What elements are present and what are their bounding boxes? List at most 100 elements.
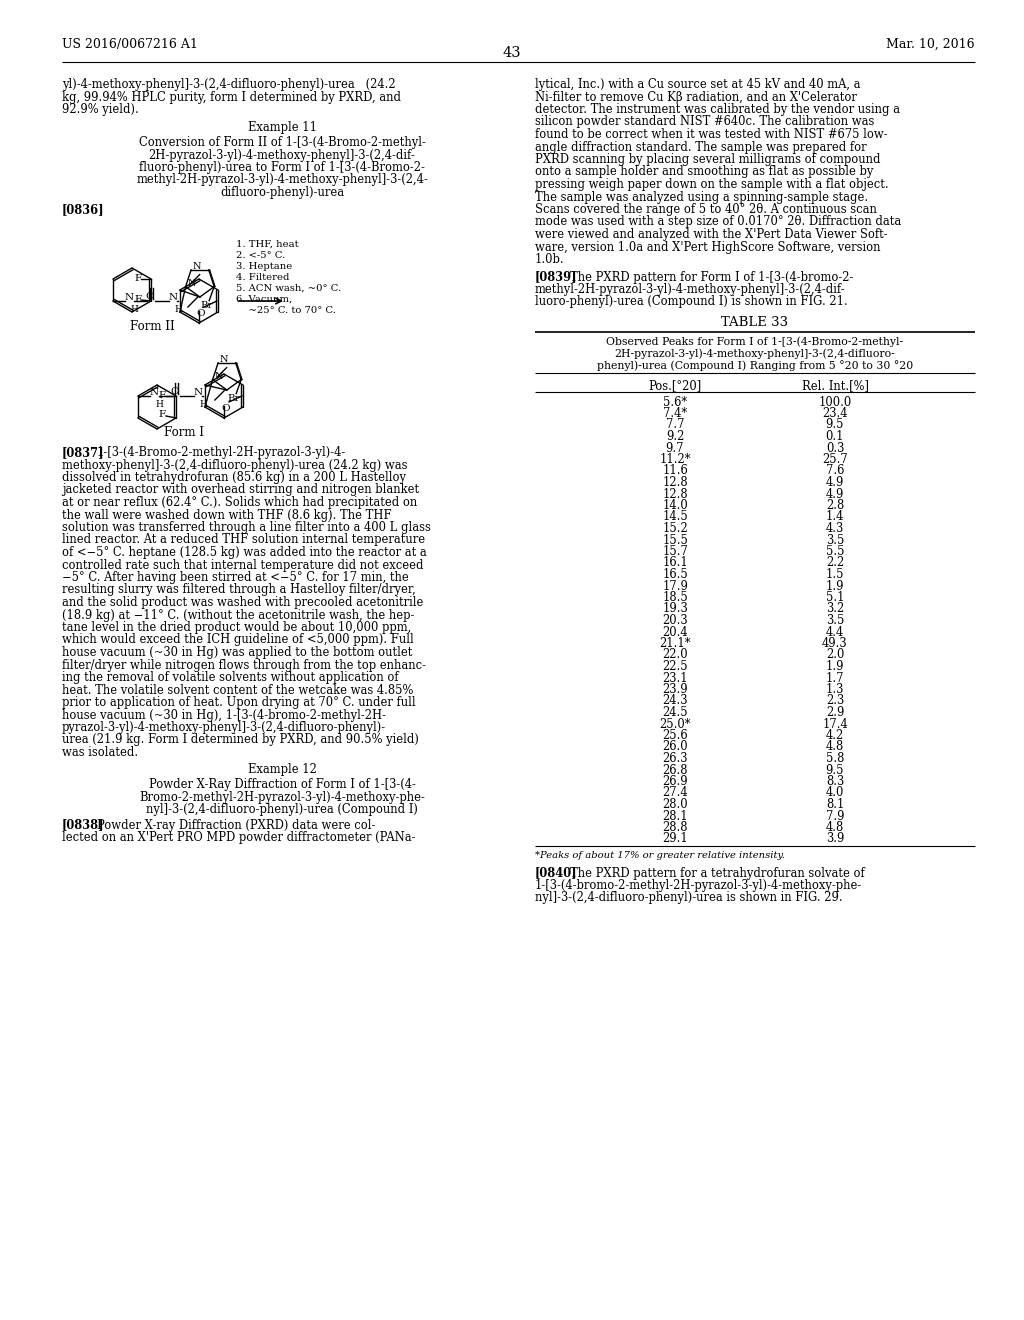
Text: 2.0: 2.0 bbox=[825, 648, 844, 661]
Text: at or near reflux (62.4° C.). Solids which had precipitated on: at or near reflux (62.4° C.). Solids whi… bbox=[62, 496, 417, 510]
Text: Example 12: Example 12 bbox=[248, 763, 316, 776]
Text: N: N bbox=[169, 293, 178, 302]
Text: 6. Vacuum,: 6. Vacuum, bbox=[236, 294, 292, 304]
Text: 5.1: 5.1 bbox=[825, 591, 844, 605]
Text: H: H bbox=[156, 400, 164, 409]
Text: The PXRD pattern for a tetrahydrofuran solvate of: The PXRD pattern for a tetrahydrofuran s… bbox=[570, 866, 864, 879]
Text: [0840]: [0840] bbox=[535, 866, 578, 879]
Text: 3. Heptane: 3. Heptane bbox=[236, 261, 292, 271]
Text: 43: 43 bbox=[503, 46, 521, 59]
Text: 4. Filtered: 4. Filtered bbox=[236, 273, 290, 282]
Text: 23.1: 23.1 bbox=[663, 672, 688, 685]
Text: 15.7: 15.7 bbox=[663, 545, 688, 558]
Text: luoro-phenyl)-urea (Compound I) is shown in FIG. 21.: luoro-phenyl)-urea (Compound I) is shown… bbox=[535, 296, 848, 309]
Text: 8.1: 8.1 bbox=[825, 799, 844, 810]
Text: Example 11: Example 11 bbox=[248, 121, 316, 135]
Text: 4.8: 4.8 bbox=[826, 741, 844, 754]
Text: Observed Peaks for Form I of 1-[3-(4-Bromo-2-methyl-: Observed Peaks for Form I of 1-[3-(4-Bro… bbox=[606, 337, 903, 347]
Text: 7.6: 7.6 bbox=[825, 465, 844, 478]
Text: 28.0: 28.0 bbox=[663, 799, 688, 810]
Text: 2. <-5° C.: 2. <-5° C. bbox=[236, 251, 286, 260]
Text: 17.9: 17.9 bbox=[663, 579, 688, 593]
Text: solution was transferred through a line filter into a 400 L glass: solution was transferred through a line … bbox=[62, 521, 431, 535]
Text: Form II: Form II bbox=[130, 319, 174, 333]
Text: which would exceed the ICH guideline of <5,000 ppm). Full: which would exceed the ICH guideline of … bbox=[62, 634, 414, 647]
Text: PXRD scanning by placing several milligrams of compound: PXRD scanning by placing several milligr… bbox=[535, 153, 881, 166]
Text: 4.0: 4.0 bbox=[825, 787, 844, 800]
Text: The PXRD pattern for Form I of 1-[3-(4-bromo-2-: The PXRD pattern for Form I of 1-[3-(4-b… bbox=[570, 271, 853, 284]
Text: house vacuum (~30 in Hg), 1-[3-(4-bromo-2-methyl-2H-: house vacuum (~30 in Hg), 1-[3-(4-bromo-… bbox=[62, 709, 386, 722]
Text: 7.7: 7.7 bbox=[666, 418, 684, 432]
Text: of <−5° C. heptane (128.5 kg) was added into the reactor at a: of <−5° C. heptane (128.5 kg) was added … bbox=[62, 546, 427, 558]
Text: Scans covered the range of 5 to 40° 2θ. A continuous scan: Scans covered the range of 5 to 40° 2θ. … bbox=[535, 203, 877, 216]
Text: Br: Br bbox=[200, 301, 213, 310]
Text: mode was used with a step size of 0.0170° 2θ. Diffraction data: mode was used with a step size of 0.0170… bbox=[535, 215, 901, 228]
Text: 4.9: 4.9 bbox=[825, 477, 844, 488]
Text: *Peaks of about 17% or greater relative intensity.: *Peaks of about 17% or greater relative … bbox=[535, 851, 784, 861]
Text: TABLE 33: TABLE 33 bbox=[722, 315, 788, 329]
Text: 5.6*: 5.6* bbox=[663, 396, 687, 408]
Text: 2H-pyrazol-3-yl)-4-methoxy-phenyl]-3-(2,4-difluoro-: 2H-pyrazol-3-yl)-4-methoxy-phenyl]-3-(2,… bbox=[614, 348, 895, 359]
Text: 24.3: 24.3 bbox=[663, 694, 688, 708]
Text: 12.8: 12.8 bbox=[663, 477, 688, 488]
Text: Br: Br bbox=[227, 393, 240, 403]
Text: 1.0b.: 1.0b. bbox=[535, 253, 564, 267]
Text: 2.3: 2.3 bbox=[826, 694, 844, 708]
Text: 17.4: 17.4 bbox=[822, 718, 848, 730]
Text: 1.5: 1.5 bbox=[825, 568, 844, 581]
Text: 4.4: 4.4 bbox=[826, 626, 844, 639]
Text: filter/dryer while nitrogen flows through from the top enhanc-: filter/dryer while nitrogen flows throug… bbox=[62, 659, 426, 672]
Text: Powder X-ray Diffraction (PXRD) data were col-: Powder X-ray Diffraction (PXRD) data wer… bbox=[97, 818, 376, 832]
Text: F: F bbox=[134, 275, 141, 282]
Text: ing the removal of volatile solvents without application of: ing the removal of volatile solvents wit… bbox=[62, 671, 398, 684]
Text: 0.1: 0.1 bbox=[825, 430, 844, 444]
Text: 1.9: 1.9 bbox=[825, 660, 844, 673]
Text: onto a sample holder and smoothing as flat as possible by: onto a sample holder and smoothing as fl… bbox=[535, 165, 873, 178]
Text: H: H bbox=[131, 305, 139, 314]
Text: house vacuum (~30 in Hg) was applied to the bottom outlet: house vacuum (~30 in Hg) was applied to … bbox=[62, 645, 413, 659]
Text: [0837]: [0837] bbox=[62, 446, 104, 459]
Text: phenyl)-urea (Compound I) Ranging from 5 °20 to 30 °20: phenyl)-urea (Compound I) Ranging from 5… bbox=[597, 360, 913, 371]
Text: angle diffraction standard. The sample was prepared for: angle diffraction standard. The sample w… bbox=[535, 140, 866, 153]
Text: 5.5: 5.5 bbox=[825, 545, 844, 558]
Text: 29.1: 29.1 bbox=[663, 833, 688, 846]
Text: 26.0: 26.0 bbox=[663, 741, 688, 754]
Text: 21.1*: 21.1* bbox=[659, 638, 691, 649]
Text: jacketed reactor with overhead stirring and nitrogen blanket: jacketed reactor with overhead stirring … bbox=[62, 483, 419, 496]
Text: 14.0: 14.0 bbox=[663, 499, 688, 512]
Text: 7.9: 7.9 bbox=[825, 809, 844, 822]
Text: 5.8: 5.8 bbox=[825, 752, 844, 766]
Text: 7.4*: 7.4* bbox=[663, 407, 687, 420]
Text: 20.4: 20.4 bbox=[663, 626, 688, 639]
Text: F: F bbox=[158, 411, 165, 418]
Text: nyl]-3-(2,4-difluoro-phenyl)-urea is shown in FIG. 29.: nyl]-3-(2,4-difluoro-phenyl)-urea is sho… bbox=[535, 891, 843, 904]
Text: 1. THF, heat: 1. THF, heat bbox=[236, 240, 299, 249]
Text: The sample was analyzed using a spinning-sample stage.: The sample was analyzed using a spinning… bbox=[535, 190, 868, 203]
Text: 0.3: 0.3 bbox=[825, 441, 844, 454]
Text: 4.2: 4.2 bbox=[826, 729, 844, 742]
Text: 15.2: 15.2 bbox=[663, 521, 688, 535]
Text: 16.5: 16.5 bbox=[663, 568, 688, 581]
Text: was isolated.: was isolated. bbox=[62, 746, 138, 759]
Text: 25.0*: 25.0* bbox=[659, 718, 691, 730]
Text: 2.9: 2.9 bbox=[825, 706, 844, 719]
Text: 28.1: 28.1 bbox=[663, 809, 688, 822]
Text: prior to application of heat. Upon drying at 70° C. under full: prior to application of heat. Upon dryin… bbox=[62, 696, 416, 709]
Text: the wall were washed down with THF (8.6 kg). The THF: the wall were washed down with THF (8.6 … bbox=[62, 508, 391, 521]
Text: 1.4: 1.4 bbox=[825, 511, 844, 524]
Text: [0836]: [0836] bbox=[62, 203, 104, 216]
Text: 3.5: 3.5 bbox=[825, 533, 844, 546]
Text: 2.8: 2.8 bbox=[826, 499, 844, 512]
Text: US 2016/0067216 A1: US 2016/0067216 A1 bbox=[62, 38, 198, 51]
Text: N: N bbox=[194, 388, 203, 397]
Text: 2.2: 2.2 bbox=[826, 557, 844, 569]
Text: Pos.[°20]: Pos.[°20] bbox=[648, 379, 701, 392]
Text: methyl-2H-pyrazol-3-yl)-4-methoxy-phenyl]-3-(2,4-dif-: methyl-2H-pyrazol-3-yl)-4-methoxy-phenyl… bbox=[535, 282, 846, 296]
Text: resulting slurry was filtered through a Hastelloy filter/dryer,: resulting slurry was filtered through a … bbox=[62, 583, 416, 597]
Text: H: H bbox=[175, 305, 183, 314]
Text: silicon powder standard NIST #640c. The calibration was: silicon powder standard NIST #640c. The … bbox=[535, 116, 874, 128]
Text: methoxy-phenyl]-3-(2,4-difluoro-phenyl)-urea (24.2 kg) was: methoxy-phenyl]-3-(2,4-difluoro-phenyl)-… bbox=[62, 458, 408, 471]
Text: 16.1: 16.1 bbox=[663, 557, 688, 569]
Text: and the solid product was washed with precooled acetonitrile: and the solid product was washed with pr… bbox=[62, 597, 423, 609]
Text: 4.3: 4.3 bbox=[826, 521, 844, 535]
